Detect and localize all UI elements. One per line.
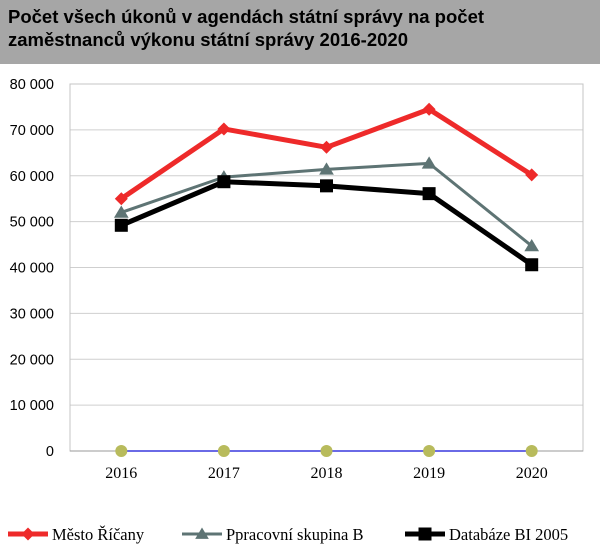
y-tick-label: 20 000 bbox=[10, 352, 54, 368]
legend-marker bbox=[195, 527, 209, 539]
chart-title-line-2: zaměstnanců výkonu státní správy 2016-20… bbox=[8, 29, 408, 50]
data-point bbox=[524, 238, 540, 252]
x-tick-label: 2019 bbox=[413, 465, 445, 482]
y-tick-label: 70 000 bbox=[10, 123, 54, 139]
chart-title-line-1: Počet všech úkonů v agendách státní sprá… bbox=[8, 6, 485, 27]
data-point bbox=[319, 162, 334, 175]
y-tick-label: 0 bbox=[46, 444, 54, 460]
data-point bbox=[320, 179, 333, 193]
data-point bbox=[320, 140, 333, 154]
data-point bbox=[525, 258, 539, 272]
x-tick-label: 2018 bbox=[311, 465, 343, 482]
data-point bbox=[525, 168, 539, 182]
y-tick-label: 80 000 bbox=[10, 77, 54, 93]
data-point bbox=[525, 445, 538, 457]
legend-marker bbox=[21, 527, 35, 541]
legend-label: Databáze BI 2005 bbox=[449, 525, 568, 544]
data-point bbox=[114, 218, 128, 232]
legend-label: Ppracovní skupina B bbox=[226, 525, 364, 544]
chart-title-bar: Počet všech úkonů v agendách státní sprá… bbox=[0, 0, 600, 64]
data-point bbox=[421, 156, 437, 169]
data-point bbox=[320, 445, 333, 457]
data-point bbox=[422, 187, 436, 201]
data-point bbox=[115, 445, 128, 457]
data-point bbox=[217, 445, 230, 457]
y-tick-label: 40 000 bbox=[10, 261, 54, 277]
data-point bbox=[422, 102, 436, 116]
y-tick-label: 60 000 bbox=[10, 169, 54, 185]
data-point bbox=[113, 205, 129, 218]
x-tick-label: 2017 bbox=[208, 465, 240, 482]
y-tick-label: 50 000 bbox=[10, 215, 54, 231]
data-point bbox=[217, 122, 231, 136]
data-point bbox=[423, 445, 436, 457]
data-point bbox=[217, 175, 231, 189]
x-tick-label: 2020 bbox=[516, 465, 548, 482]
line-chart: 0 10 000 20 000 30 000 40 000 50 000 60 000 70 … bbox=[8, 77, 584, 544]
y-tick-label: 10 000 bbox=[10, 398, 54, 414]
legend-label: Město Říčany bbox=[52, 525, 145, 544]
series-line-2 bbox=[120, 179, 534, 267]
x-tick-label: 2016 bbox=[105, 465, 137, 482]
y-tick-label: 30 000 bbox=[10, 306, 54, 322]
legend-marker bbox=[418, 527, 432, 541]
data-point bbox=[114, 192, 128, 206]
